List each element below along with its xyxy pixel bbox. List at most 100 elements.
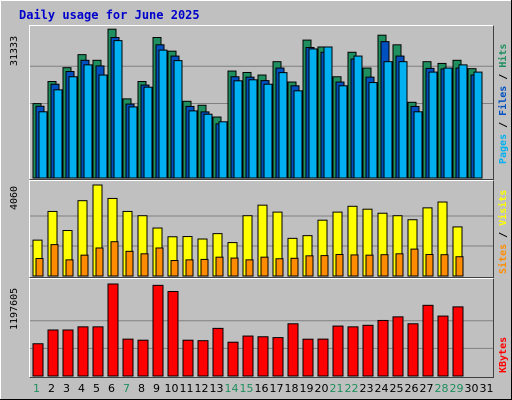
kbytes-bar: [212, 327, 224, 377]
x-tick-label: 12: [194, 382, 209, 395]
kbytes-bar: [62, 329, 74, 377]
sites-bar: [335, 253, 344, 277]
kbytes-bar: [377, 319, 389, 377]
kbytes-bar: [362, 324, 374, 377]
legend-part: Files: [498, 85, 509, 116]
x-tick-label: 26: [404, 382, 419, 395]
kbytes-bar: [227, 341, 239, 377]
sites-bar: [35, 258, 44, 277]
sites-bar: [110, 241, 119, 277]
x-axis-day-labels: 1 2 3 4 5 6 7 8 9 10 11 12 13 14 15 16 17 18 19 20 21 22 23 24 2…: [29, 382, 494, 396]
kbytes-bar: [182, 339, 194, 377]
kbytes-bar: [302, 338, 314, 377]
pages-bar: [233, 80, 243, 179]
kbytes-bar: [92, 326, 104, 377]
pages-bar: [188, 110, 198, 179]
sites-bar: [50, 244, 59, 277]
frame-border-left: [0, 0, 1, 400]
sites-bar: [215, 256, 224, 277]
sites-bar: [170, 260, 179, 277]
kbytes-bar: [437, 315, 449, 377]
kbytes-ymax-label: 1197605: [9, 287, 20, 330]
x-tick-label: 19: [299, 382, 314, 395]
kbytes-bar: [407, 323, 419, 377]
frame-border-top: [0, 0, 512, 1]
kbytes-panel: [29, 278, 494, 378]
x-tick-label: 11: [179, 382, 194, 395]
pages-bar: [278, 72, 288, 179]
x-tick-label: 27: [419, 382, 434, 395]
kbytes-bar: [32, 343, 44, 377]
pages-bar: [473, 71, 483, 179]
pages-bar: [308, 48, 318, 179]
pages-bar: [203, 113, 213, 179]
kbytes-bar: [152, 284, 164, 377]
sites-bar: [455, 256, 464, 277]
x-tick-label: 29: [449, 382, 464, 395]
x-tick-label: 8: [138, 382, 145, 395]
x-tick-label: 28: [434, 382, 449, 395]
x-tick-label: 4: [78, 382, 85, 395]
hits-panel: [29, 25, 494, 180]
pages-bar: [353, 55, 363, 179]
pages-bar: [158, 49, 168, 179]
pages-bar: [413, 111, 423, 179]
pages-bar: [443, 67, 453, 179]
x-tick-label: 21: [329, 382, 344, 395]
kbytes-bar: [77, 326, 89, 377]
legend-part: Sites: [498, 243, 509, 274]
x-tick-label: 30: [464, 382, 479, 395]
sites-bar: [305, 255, 314, 277]
pages-bar: [368, 82, 378, 179]
sites-bar: [65, 259, 74, 277]
sites-bar: [365, 254, 374, 277]
kbytes-panel-legend: KBytes: [498, 337, 509, 373]
kbytes-bar: [257, 336, 269, 377]
pages-bar: [143, 86, 153, 179]
pages-bar: [338, 85, 348, 179]
kbytes-bar: [392, 316, 404, 377]
x-tick-label: 5: [93, 382, 100, 395]
sites-bar: [185, 259, 194, 277]
sites-bar: [95, 247, 104, 277]
x-tick-label: 16: [254, 382, 269, 395]
x-tick-label: 7: [123, 382, 130, 395]
kbytes-bar: [122, 338, 134, 377]
legend-part: /: [498, 67, 509, 86]
x-tick-label: 14: [224, 382, 239, 395]
pages-bar: [383, 61, 393, 179]
pages-bar: [38, 111, 48, 179]
kbytes-bar: [452, 306, 464, 377]
x-tick-label: 25: [389, 382, 404, 395]
sites-bar: [125, 250, 134, 277]
pages-bar: [128, 106, 138, 179]
kbytes-bar: [317, 338, 329, 377]
x-tick-label: 24: [374, 382, 389, 395]
x-tick-label: 17: [269, 382, 284, 395]
x-tick-label: 15: [239, 382, 254, 395]
pages-bar: [218, 121, 228, 179]
legend-part: Visits: [498, 189, 509, 226]
pages-bar: [398, 61, 408, 179]
sites-bar: [410, 248, 419, 277]
kbytes-bar: [167, 290, 179, 377]
legend-part: Hits: [498, 43, 509, 68]
sites-bar: [425, 253, 434, 277]
legend-part: Pages: [498, 133, 509, 164]
x-tick-label: 20: [314, 382, 329, 395]
x-tick-label: 18: [284, 382, 299, 395]
visits-sites-plot: [30, 184, 493, 277]
pages-bar: [83, 64, 93, 179]
x-tick-label: 22: [344, 382, 359, 395]
pages-bar: [98, 74, 108, 179]
sites-bar: [230, 257, 239, 277]
pages-bar: [458, 64, 468, 179]
kbytes-bar: [47, 329, 59, 377]
sites-bar: [200, 258, 209, 277]
x-tick-label: 10: [164, 382, 179, 395]
sites-bar: [320, 255, 329, 277]
sites-bar: [290, 257, 299, 277]
x-tick-label: 31: [479, 382, 494, 395]
pages-bar: [428, 71, 438, 179]
sites-bar: [245, 259, 254, 277]
